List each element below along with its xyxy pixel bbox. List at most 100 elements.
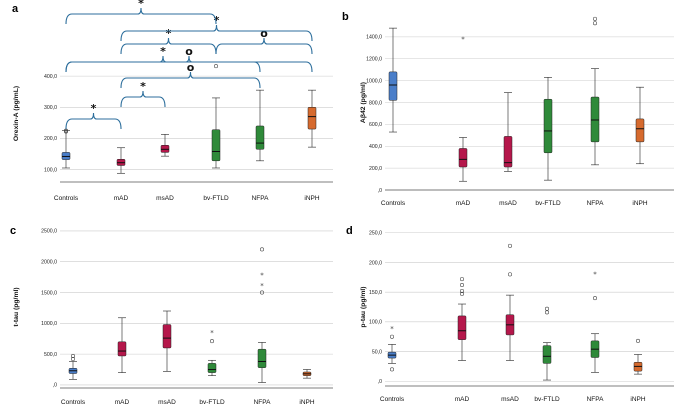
y-tick-label: 250,0 — [369, 231, 382, 237]
significance-marker: o — [185, 45, 193, 58]
outlier-circle — [459, 277, 464, 282]
significance-bracket — [120, 71, 261, 89]
y-tick-label: 500,0 — [44, 352, 57, 358]
panel-a: 100,0 200,0 300,0 400,0 a Orexin-A (pg/mL) Con… — [12, 0, 333, 202]
box-iNPH — [307, 89, 317, 148]
x-category-label: NFPA — [254, 399, 272, 406]
significance-bracket — [65, 55, 261, 73]
box-bv-FTLD — [542, 342, 552, 381]
significance-bracket — [120, 37, 217, 55]
panel-label: a — [12, 3, 19, 15]
box-iqr — [162, 324, 172, 349]
significance-marker: * — [91, 102, 97, 115]
outlier-circle — [210, 339, 215, 344]
box-iqr — [590, 96, 600, 143]
x-category-label: Controls — [54, 195, 79, 202]
y-axis-label: t-tau (pg/ml) — [13, 287, 20, 326]
x-category-label: iNPH — [630, 396, 645, 403]
x-category-label: Controls — [61, 399, 86, 406]
box-Controls — [388, 27, 398, 133]
x-category-label: mAD — [114, 195, 129, 202]
box-iqr — [388, 71, 398, 101]
box-iqr — [255, 125, 265, 150]
x-category-label: bv-FTLD — [535, 200, 561, 207]
x-category-label: mAD — [115, 399, 130, 406]
x-category-label: bv-FTLD — [203, 195, 229, 202]
y-tick-label: 200,0 — [369, 166, 382, 172]
outlier-asterisk: * — [260, 282, 264, 290]
outlier-circle — [507, 243, 512, 248]
box-Controls — [387, 344, 397, 364]
box-mAD — [116, 147, 126, 174]
x-category-label: iNPH — [299, 399, 314, 406]
box-mAD — [117, 317, 127, 373]
box-Controls — [61, 130, 71, 169]
panel-c: ,0 500,0 1000,0 1500,0 2000,0 2500,0 c t-tau (p… — [10, 225, 333, 406]
box-NFPA — [257, 342, 267, 383]
outlier-circle — [592, 16, 597, 21]
box-bv-FTLD — [543, 77, 553, 181]
outlier-circle — [544, 306, 549, 311]
y-tick-label: ,0 — [378, 379, 382, 385]
outlier-circle — [71, 353, 76, 358]
box-msAD — [160, 134, 170, 157]
y-tick-label: 1000,0 — [41, 321, 57, 327]
box-bv-FTLD — [207, 359, 217, 376]
y-tick-label: 150,0 — [369, 290, 382, 296]
y-tick-label: 2000,0 — [41, 260, 57, 266]
x-category-label: msAD — [158, 399, 176, 406]
outlier-circle — [214, 64, 219, 69]
box-NFPA — [255, 89, 265, 162]
outlier-circle — [259, 247, 264, 252]
y-tick-label: 800,0 — [369, 100, 382, 106]
x-category-label: Controls — [380, 396, 405, 403]
outlier-circle — [592, 21, 597, 26]
significance-bracket — [120, 24, 313, 42]
outlier-asterisk: * — [390, 325, 394, 333]
outlier-asterisk: * — [210, 329, 214, 337]
box-iqr — [458, 148, 468, 168]
box-mAD — [457, 303, 467, 361]
box-msAD — [505, 294, 515, 361]
y-tick-label: 600,0 — [369, 122, 382, 128]
y-tick-label: ,0 — [378, 188, 382, 194]
y-tick-label: ,0 — [53, 383, 57, 389]
box-iqr — [503, 136, 513, 168]
outlier-circle — [71, 357, 76, 362]
significance-bracket — [65, 7, 217, 25]
y-tick-label: 400,0 — [369, 144, 382, 150]
significance-bracket — [120, 90, 166, 108]
y-tick-label: 1000,0 — [366, 78, 382, 84]
y-axis-label: Orexin-A (pg/mL) — [13, 86, 20, 141]
x-category-label: msAD — [499, 200, 517, 207]
outlier-asterisk: * — [593, 271, 597, 279]
significance-marker: o — [260, 27, 268, 40]
x-category-label: Controls — [381, 200, 406, 207]
significance-bracket — [215, 37, 313, 55]
x-category-label: mAD — [456, 200, 471, 207]
significance-bracket — [65, 112, 122, 130]
significance-marker: * — [160, 45, 166, 58]
box-bv-FTLD — [211, 97, 221, 169]
box-NFPA — [590, 68, 600, 166]
y-tick-label: 1500,0 — [41, 290, 57, 296]
box-iqr — [211, 129, 221, 162]
y-tick-label: 1200,0 — [366, 57, 382, 63]
y-tick-label: 1400,0 — [366, 35, 382, 41]
x-category-label: msAD — [156, 195, 174, 202]
significance-marker: * — [138, 0, 144, 10]
box-iqr — [542, 345, 552, 364]
outlier-circle — [459, 288, 464, 293]
x-category-label: bv-FTLD — [199, 399, 225, 406]
x-category-label: msAD — [501, 396, 519, 403]
significance-marker: * — [214, 14, 220, 27]
outlier-asterisk: * — [461, 35, 465, 43]
x-category-label: NFPA — [587, 200, 605, 207]
outlier-circle — [259, 290, 264, 295]
box-msAD — [503, 92, 513, 172]
x-category-label: iNPH — [632, 200, 647, 207]
panel-label: c — [10, 225, 16, 237]
outlier-circle — [64, 129, 69, 134]
x-category-label: NFPA — [252, 195, 270, 202]
x-category-label: NFPA — [587, 396, 605, 403]
